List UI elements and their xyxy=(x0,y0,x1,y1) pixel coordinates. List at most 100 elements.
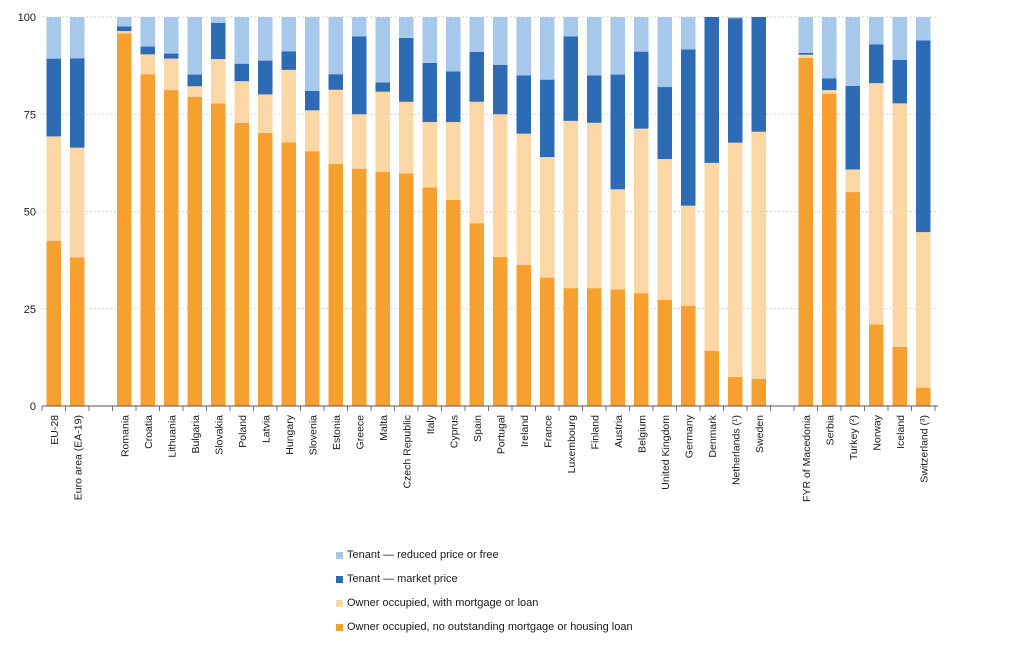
y-tick-label: 25 xyxy=(24,304,36,316)
bar-segment xyxy=(563,36,578,121)
bar-segment xyxy=(728,142,743,377)
bar-segment xyxy=(657,87,672,159)
legend-label: Tenant — market price xyxy=(347,573,458,585)
bar-segment xyxy=(375,171,390,406)
bar-segment xyxy=(375,82,390,92)
bar-segment xyxy=(822,78,837,91)
bar-segment xyxy=(187,17,202,75)
bar-segment xyxy=(540,157,555,278)
bar-segment xyxy=(845,17,860,86)
bar-segment xyxy=(540,277,555,406)
bar-segment xyxy=(211,103,226,406)
bar-segment xyxy=(704,350,719,406)
x-tick-label: Slovenia xyxy=(307,415,319,455)
bar-segment xyxy=(563,17,578,37)
bar-segment xyxy=(916,387,931,406)
bar-segment xyxy=(869,17,884,45)
x-tick-label: Norway xyxy=(871,414,883,450)
bar-segment xyxy=(46,136,61,241)
bar-segment xyxy=(281,69,296,143)
bar-segment xyxy=(469,101,484,224)
y-tick-label: 0 xyxy=(30,401,36,413)
bar-segment xyxy=(211,59,226,104)
bar-segment xyxy=(70,257,85,406)
bar-segment xyxy=(375,17,390,83)
bar-segment xyxy=(798,54,813,58)
bar-segment xyxy=(493,17,508,65)
x-tick-label: France xyxy=(542,415,554,448)
bar-segment xyxy=(258,17,273,61)
bar-segment xyxy=(305,90,320,111)
bar-segment xyxy=(916,232,931,388)
bar-segment xyxy=(634,17,649,52)
bar-segment xyxy=(634,51,649,129)
bar-segment xyxy=(258,94,273,133)
bar-segment xyxy=(610,189,625,290)
bar-segment xyxy=(869,44,884,84)
bar-segment xyxy=(187,96,202,407)
bar-segment xyxy=(798,52,813,55)
bar-segment xyxy=(751,131,766,379)
bar-segment xyxy=(117,33,132,406)
legend-item: Tenant — reduced price or free xyxy=(336,543,836,567)
x-tick-label: Slovakia xyxy=(213,415,225,455)
bar-segment xyxy=(822,90,837,94)
bar-segment xyxy=(869,83,884,325)
bar-segment xyxy=(46,58,61,137)
x-tick-label: Czech Republic xyxy=(401,415,413,489)
bar-segment xyxy=(234,81,249,123)
bar-segment xyxy=(164,17,179,54)
bar-segment xyxy=(493,114,508,258)
bar-segment xyxy=(352,168,367,406)
x-tick-label: Germany xyxy=(683,414,695,458)
bar-segment xyxy=(892,346,907,406)
bar-segment xyxy=(516,17,531,76)
x-tick-label: EU-28 xyxy=(49,415,61,445)
bar-segment xyxy=(563,288,578,406)
x-tick-label: FYR of Macedonia xyxy=(801,415,813,502)
bar-segment xyxy=(187,86,202,97)
bar-segment xyxy=(328,164,343,406)
y-tick-label: 100 xyxy=(18,12,36,24)
x-tick-label: Greece xyxy=(354,415,366,450)
bar-segment xyxy=(822,93,837,407)
bar-segment xyxy=(140,17,155,47)
bar-segment xyxy=(140,54,155,75)
bar-segment xyxy=(845,169,860,193)
x-tick-label: United Kingdom xyxy=(660,415,672,490)
bar-segment xyxy=(916,17,931,41)
x-tick-label: Lithuania xyxy=(166,415,178,458)
x-tick-label: Hungary xyxy=(284,414,296,454)
bar-segment xyxy=(328,89,343,165)
x-tick-label: Malta xyxy=(378,415,390,441)
x-tick-label: Portugal xyxy=(495,415,507,454)
bar-segment xyxy=(352,17,367,37)
bar-segment xyxy=(164,58,179,91)
bar-segment xyxy=(516,75,531,134)
bar-segment xyxy=(305,151,320,406)
bar-segment xyxy=(657,299,672,406)
bar-segment xyxy=(446,17,461,72)
bar-segment xyxy=(117,26,132,32)
bar-segment xyxy=(422,62,437,123)
bar-segment xyxy=(352,36,367,115)
bar-segment xyxy=(234,17,249,64)
legend-item: Owner occupied, with mortgage or loan xyxy=(336,591,836,615)
bar-segment xyxy=(751,378,766,406)
y-tick-label: 50 xyxy=(24,207,36,219)
bar-segment xyxy=(892,17,907,60)
bar-segment xyxy=(681,205,696,306)
x-tick-label: Iceland xyxy=(895,415,907,449)
bar-segment xyxy=(704,162,719,351)
bar-segment xyxy=(422,122,437,188)
x-tick-label: Luxembourg xyxy=(566,415,578,474)
bar-segment xyxy=(540,17,555,80)
bar-segment xyxy=(587,75,602,123)
bar-segment xyxy=(681,305,696,406)
bar-segment xyxy=(211,17,226,23)
bar-segment xyxy=(657,158,672,300)
x-tick-label: Poland xyxy=(237,415,249,448)
bar-segment xyxy=(140,46,155,55)
legend-label: Owner occupied, no outstanding mortgage … xyxy=(347,621,633,633)
